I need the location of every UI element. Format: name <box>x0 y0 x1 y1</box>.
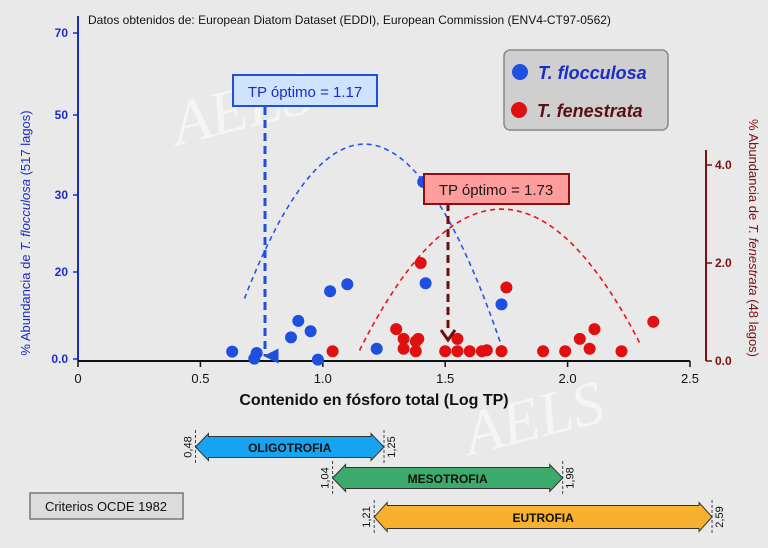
point-fenestrata <box>397 332 410 345</box>
y-right-tick-label: 4.0 <box>715 158 732 172</box>
point-flocculosa <box>226 345 239 358</box>
point-fenestrata <box>451 332 464 345</box>
point-flocculosa <box>341 278 354 291</box>
point-fenestrata <box>583 342 596 355</box>
x-axis-title: Contenido en fósforo total (Log TP) <box>239 392 508 409</box>
range-max-label: 1,25 <box>386 436 398 457</box>
criteria-box-frame <box>29 492 184 520</box>
x-tick-label: 1.5 <box>436 371 454 386</box>
y-left-tick-label: 30 <box>55 188 69 202</box>
y-axis-left-title: % Abundancia de T. flocculosa (517 lagos… <box>18 110 33 355</box>
point-flocculosa <box>285 331 297 344</box>
point-flocculosa <box>292 314 305 327</box>
legend-box <box>503 49 669 131</box>
point-flocculosa <box>419 277 432 290</box>
fit-curves <box>243 143 642 351</box>
point-fenestrata <box>409 345 422 358</box>
range-label: OLIGOTROFIA <box>248 441 332 455</box>
point-flocculosa <box>250 347 263 359</box>
y-axis-right-title: % Abundancia de T. fenestrata (48 lagos) <box>746 119 761 357</box>
legend-swatch-flocculosa <box>512 64 528 80</box>
y-left-suffix: (517 lagos) <box>18 110 33 179</box>
point-flocculosa <box>324 285 337 298</box>
watermark: AELS <box>453 368 610 469</box>
range-min-label: 0,48 <box>183 436 195 457</box>
axes <box>77 16 707 362</box>
y-left-tick-label: 50 <box>55 108 69 122</box>
y-left-prefix: % Abundancia de <box>18 251 33 356</box>
data-points <box>226 175 660 366</box>
range-label: MESOTROFIA <box>408 472 488 486</box>
optimum-label-fenestrata: TP óptimo = 1.73 <box>423 173 570 205</box>
y-left-tick-label: 0.0 <box>51 352 68 366</box>
point-fenestrata <box>588 323 601 336</box>
range-min-label: 1,04 <box>320 467 332 488</box>
range-min-label: 1,21 <box>361 506 373 527</box>
optimum-box-fenestrata <box>423 173 570 205</box>
trophic-ranges: OLIGOTROFIA 0,48 1,25 MESOTROFIA 1,04 1,98 EUT… <box>183 430 726 534</box>
legend-label-fenestrata: T. fenestrata <box>537 101 643 121</box>
point-fenestrata <box>451 345 464 358</box>
x-tick-label: 2.0 <box>559 371 577 386</box>
x-tick-label: 0 <box>74 371 81 386</box>
point-fenestrata <box>495 345 508 358</box>
optimum-text-fenestrata: TP óptimo = 1.73 <box>439 182 553 199</box>
range-max-label: 2,59 <box>714 506 726 527</box>
point-fenestrata <box>412 332 425 345</box>
point-fenestrata <box>397 342 410 355</box>
point-flocculosa <box>304 325 317 338</box>
fit-curve-0 <box>243 143 503 347</box>
point-fenestrata <box>414 257 427 269</box>
optimum-arrow-head-fenestrata <box>439 329 457 343</box>
point-fenestrata <box>573 332 586 345</box>
legend: T. flocculosa T. fenestrata <box>503 49 669 131</box>
y-right-tick-label: 2.0 <box>715 256 732 270</box>
y-right-suffix: (48 lagos) <box>746 296 761 357</box>
optimum-box-flocculosa <box>232 74 378 107</box>
point-fenestrata <box>326 345 339 358</box>
point-flocculosa <box>370 342 383 355</box>
legend-swatch-fenestrata <box>511 102 527 118</box>
point-fenestrata <box>500 281 513 294</box>
source-note: Datos obtenidos de: European Diatom Data… <box>88 13 611 27</box>
optimum-label-flocculosa: TP óptimo = 1.17 <box>232 74 378 107</box>
y-right-tick-label: 0.0 <box>715 354 732 368</box>
point-flocculosa <box>495 298 508 311</box>
optimum-text-flocculosa: TP óptimo = 1.17 <box>248 84 362 101</box>
criteria-box: Criterios OCDE 1982 <box>29 492 184 520</box>
legend-label-flocculosa: T. flocculosa <box>538 63 647 83</box>
criteria-label: Criterios OCDE 1982 <box>45 499 167 514</box>
x-tick-label: 1.0 <box>314 371 332 386</box>
y-left-tick-label: 20 <box>55 265 69 279</box>
y-left-species: T. flocculosa <box>18 179 33 251</box>
y-right-species: T. fenestrata <box>746 224 761 296</box>
range-max-label: 1,98 <box>565 467 577 488</box>
range-label: EUTROFIA <box>512 511 574 525</box>
point-fenestrata <box>647 315 660 328</box>
point-fenestrata <box>480 344 493 357</box>
point-flocculosa <box>311 353 324 366</box>
point-fenestrata <box>559 345 572 358</box>
y-left-tick-label: 70 <box>55 26 69 40</box>
fit-curve-1 <box>358 208 642 351</box>
watermark: AELS <box>161 58 318 159</box>
point-fenestrata <box>439 345 452 358</box>
point-fenestrata <box>615 345 628 358</box>
point-fenestrata <box>537 345 550 358</box>
x-tick-label: 2.5 <box>681 371 699 386</box>
tick-group: 0 0.5 1.0 1.5 2.0 2.5 0.0 20 30 50 70 0.0 2.0 4.0 <box>51 26 732 386</box>
point-fenestrata <box>390 323 403 336</box>
y-right-prefix: % Abundancia de <box>746 119 761 224</box>
x-tick-label: 0.5 <box>191 371 209 386</box>
point-fenestrata <box>463 345 476 358</box>
